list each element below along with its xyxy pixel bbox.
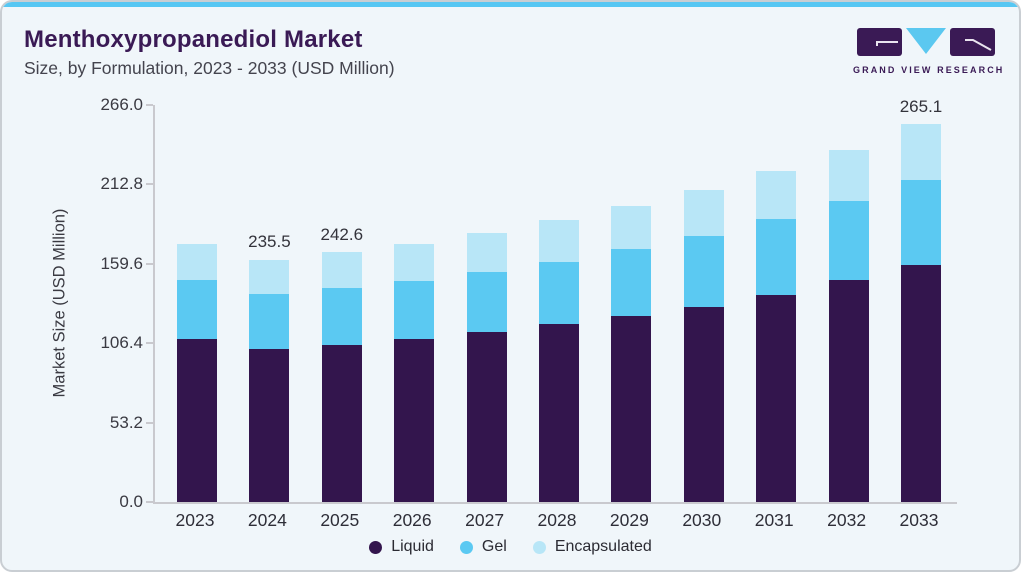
bar-2033 (901, 124, 941, 502)
bar-2024-segment-gel (249, 293, 290, 350)
top-accent-bar (2, 2, 1019, 7)
bar-2028-segment-encapsulated (539, 219, 579, 262)
y-tick-label-106.4: 106.4 (100, 333, 143, 353)
bar-2023-segment-encapsulated (177, 243, 217, 281)
x-tick-label-2026: 2026 (392, 510, 432, 530)
bar-2029-segment-liquid (611, 316, 652, 502)
bar-2033-segment-gel (901, 179, 941, 266)
bar-2023-segment-liquid (177, 339, 217, 502)
legend-swatch-liquid (369, 540, 383, 554)
legend-swatch-encapsulated (532, 540, 546, 554)
y-tick-mark (146, 104, 153, 106)
data-label-2025: 242.6 (320, 225, 364, 245)
bar-2025 (321, 252, 362, 502)
x-axis-labels: 2023 2024 2025 2026 2027 2028 2029 2030 2031 2032… (153, 510, 955, 534)
bar-2030-segment-encapsulated (683, 190, 724, 237)
y-tick-mark (146, 342, 153, 345)
bar-2032-segment-encapsulated (828, 149, 869, 201)
bar-2031-segment-encapsulated (756, 170, 797, 220)
legend-item-liquid: Liquid (369, 538, 434, 556)
chart-subtitle: Size, by Formulation, 2023 - 2033 (USD M… (24, 57, 395, 78)
bar-2033-segment-encapsulated (901, 124, 941, 180)
data-label-2033: 265.1 (899, 97, 943, 117)
bar-2029-segment-encapsulated (611, 205, 652, 250)
bar-2032-segment-liquid (828, 280, 869, 502)
x-tick-label-2030: 2030 (682, 510, 722, 530)
y-tick-label-266.0: 266.0 (100, 95, 143, 114)
y-tick-mark (146, 501, 153, 503)
x-tick-label-2029: 2029 (609, 510, 649, 530)
gvr-logo-wordmark: GRAND VIEW RESEARCH (853, 65, 1005, 75)
y-tick-mark (146, 183, 153, 186)
bar-2025-segment-gel (321, 287, 362, 345)
bar-2027-segment-liquid (466, 331, 507, 502)
bar-2024-segment-encapsulated (249, 259, 290, 294)
bar-2023 (177, 243, 217, 502)
bar-2029-segment-gel (611, 249, 652, 317)
legend-item-gel: Gel (459, 538, 507, 556)
chart-title: Menthoxypropanediol Market (24, 26, 363, 53)
y-tick-label-0.0: 0.0 (119, 492, 143, 511)
x-tick-label-2032: 2032 (827, 510, 867, 530)
bar-2031-segment-liquid (756, 294, 797, 502)
bar-2024-segment-liquid (249, 349, 290, 502)
bar-2029 (611, 205, 652, 502)
chart-header: Menthoxypropanediol Market Size, by Form… (24, 26, 395, 79)
bar-2030-segment-gel (683, 236, 724, 308)
bar-2031-segment-gel (756, 219, 797, 295)
bar-2024 (249, 259, 290, 502)
bar-2026-segment-gel (394, 281, 435, 339)
x-tick-label-2033: 2033 (899, 510, 939, 530)
bar-2026 (394, 243, 435, 502)
bar-2025-segment-liquid (321, 344, 362, 502)
legend-swatch-gel (459, 540, 473, 554)
x-tick-label-2027: 2027 (465, 510, 505, 530)
plot-area: 235.5 242.6 265.1 (146, 97, 957, 504)
bar-2030 (683, 190, 724, 502)
gvr-logo: GRAND VIEW RESEARCH (853, 27, 1005, 75)
y-tick-label-159.6: 159.6 (100, 253, 143, 273)
bar-2028 (539, 219, 579, 502)
y-axis-labels: 0.0 53.2 106.4 159.6 212.8 266.0 (2, 95, 143, 511)
bar-2026-segment-liquid (394, 338, 435, 502)
x-tick-label-2031: 2031 (754, 510, 794, 530)
bar-2027-segment-gel (466, 272, 507, 332)
legend-label-encapsulated: Encapsulated (554, 538, 652, 555)
bar-2028-segment-liquid (539, 324, 579, 502)
data-label-2024: 235.5 (248, 232, 291, 252)
gvr-logo-mark (857, 28, 995, 56)
bar-2027-segment-encapsulated (466, 233, 507, 273)
legend-label-liquid: Liquid (391, 538, 434, 555)
y-tick-mark (146, 262, 153, 265)
bar-2033-segment-liquid (901, 265, 941, 502)
x-tick-label-2024: 2024 (247, 510, 287, 530)
y-tick-label-212.8: 212.8 (100, 174, 143, 194)
x-tick-label-2025: 2025 (320, 510, 360, 530)
x-tick-label-2028: 2028 (537, 510, 577, 530)
y-tick-label-53.2: 53.2 (109, 412, 143, 432)
bar-2032-segment-gel (828, 200, 869, 281)
x-tick-label-2023: 2023 (175, 510, 215, 530)
bar-2025-segment-encapsulated (321, 252, 362, 288)
chart-legend: Liquid Gel Encapsulated (2, 538, 1019, 556)
bar-2027 (466, 233, 507, 502)
legend-label-gel: Gel (481, 538, 507, 555)
y-tick-mark (146, 421, 153, 424)
legend-item-encapsulated: Encapsulated (532, 538, 652, 556)
bar-2030-segment-liquid (683, 307, 724, 502)
bar-2032 (828, 149, 869, 502)
bar-2028-segment-gel (539, 261, 579, 325)
bar-2026-segment-encapsulated (394, 243, 435, 282)
bar-2031 (756, 170, 797, 502)
bar-2023-segment-gel (177, 280, 217, 340)
